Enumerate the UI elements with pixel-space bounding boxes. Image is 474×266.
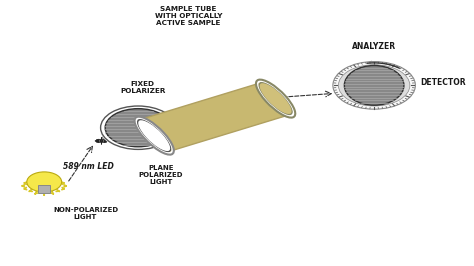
Text: PLANE
POLARIZED
LIGHT: PLANE POLARIZED LIGHT [139, 165, 183, 185]
Circle shape [27, 172, 62, 192]
FancyBboxPatch shape [38, 185, 50, 193]
Text: NON-POLARIZED
LIGHT: NON-POLARIZED LIGHT [53, 207, 118, 220]
Circle shape [333, 61, 415, 109]
Text: DETECTOR: DETECTOR [420, 78, 465, 87]
Ellipse shape [344, 65, 404, 105]
Text: 589 nm LED: 589 nm LED [63, 162, 113, 171]
Ellipse shape [259, 82, 292, 115]
Ellipse shape [105, 109, 171, 147]
Text: SAMPLE TUBE
WITH OPTICALLY
ACTIVE SAMPLE: SAMPLE TUBE WITH OPTICALLY ACTIVE SAMPLE [155, 6, 222, 26]
Circle shape [338, 65, 410, 106]
Text: ANALYZER: ANALYZER [352, 42, 396, 51]
Ellipse shape [137, 119, 171, 152]
Polygon shape [140, 83, 290, 152]
Text: FIXED
POLARIZER: FIXED POLARIZER [120, 81, 165, 94]
